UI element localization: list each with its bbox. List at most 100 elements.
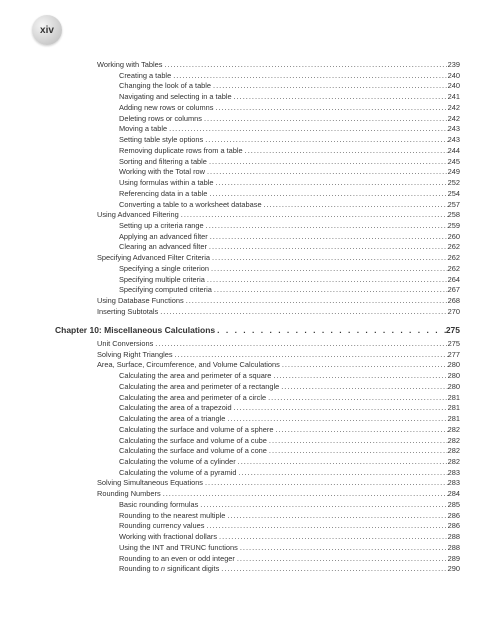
toc-entry: Moving a table243 [75, 124, 460, 135]
toc-entry-label: Deleting rows or columns [119, 114, 202, 125]
toc-entry-label: Working with Tables [97, 60, 162, 71]
toc-entry-label: Calculating the area of a trapezoid [119, 403, 232, 414]
toc-entry-label: Changing the look of a table [119, 81, 211, 92]
toc-dot-leader [232, 92, 448, 103]
toc-chapter-heading: Chapter 10: Miscellaneous Calculations27… [55, 324, 460, 336]
toc-dot-leader [203, 478, 448, 489]
toc-entry-label: Using Advanced Filtering [97, 210, 179, 221]
toc-entry-page: 283 [448, 478, 460, 489]
toc-entry-label: Calculating the area and perimeter of a … [119, 393, 266, 404]
toc-dot-leader [213, 103, 447, 114]
toc-entry-label: Rounding to an even or odd integer [119, 554, 235, 565]
toc-dot-leader [203, 135, 447, 146]
toc-entry-page: 262 [448, 253, 460, 264]
toc-dot-leader [235, 554, 448, 565]
toc-entry-label: Converting a table to a worksheet databa… [119, 200, 262, 211]
toc-entry-page: 245 [448, 157, 460, 168]
toc-entry-page: 252 [448, 178, 460, 189]
toc-dot-leader [262, 200, 448, 211]
toc-entry-label: Specifying Advanced Filter Criteria [97, 253, 210, 264]
toc-dot-leader [271, 371, 447, 382]
toc-entry-page: 257 [448, 200, 460, 211]
toc-entry-label: Calculating the surface and volume of a … [119, 436, 267, 447]
toc-entry-page: 281 [448, 403, 460, 414]
toc-dot-leader [208, 232, 448, 243]
toc-dot-leader [212, 285, 448, 296]
toc-entry-page: 242 [448, 103, 460, 114]
toc-dot-leader [205, 275, 448, 286]
toc-entry: Calculating the volume of a pyramid283 [75, 468, 460, 479]
toc-entry-label: Applying an advanced filter [119, 232, 208, 243]
toc-entry-label: Calculating the surface and volume of a … [119, 425, 273, 436]
toc-entry: Rounding to the nearest multiple 286 [75, 511, 460, 522]
toc-entry-label: Referencing data in a table [119, 189, 207, 200]
toc-entry: Setting table style options243 [75, 135, 460, 146]
toc-entry-label: Rounding to n significant digits [119, 564, 219, 575]
toc-entry-page: 284 [448, 489, 460, 500]
toc-entry-label: Area, Surface, Circumference, and Volume… [97, 360, 280, 371]
toc-entry-page: 286 [448, 511, 460, 522]
toc-entry: Rounding currency values286 [75, 521, 460, 532]
toc-entry-page: 275 [446, 324, 460, 336]
toc-entry-label: Using Database Functions [97, 296, 184, 307]
toc-dot-leader [161, 489, 448, 500]
toc-dot-leader [171, 71, 447, 82]
toc-entry-page: 282 [448, 457, 460, 468]
toc-entry: Working with Tables239 [75, 60, 460, 71]
toc-entry-page: 260 [448, 232, 460, 243]
toc-dot-leader [209, 264, 448, 275]
page-number: xiv [40, 25, 54, 36]
toc-entry: Basic rounding formulas 285 [75, 500, 460, 511]
toc-entry-label: Calculating the area of a triangle [119, 414, 225, 425]
toc-entry: Inserting Subtotals270 [75, 307, 460, 318]
table-of-contents: Working with Tables239Creating a table24… [75, 60, 460, 575]
toc-entry-page: 259 [448, 221, 460, 232]
toc-dot-leader [162, 60, 447, 71]
toc-dot-leader [198, 500, 447, 511]
toc-entry-label: Rounding currency values [119, 521, 204, 532]
toc-entry: Specifying a single criterion262 [75, 264, 460, 275]
toc-entry-label: Solving Simultaneous Equations [97, 478, 203, 489]
toc-entry-label: Unit Conversions [97, 339, 153, 350]
toc-entry: Adding new rows or columns242 [75, 103, 460, 114]
toc-entry: Converting a table to a worksheet databa… [75, 200, 460, 211]
toc-entry-page: 285 [448, 500, 460, 511]
toc-entry-page: 282 [448, 446, 460, 457]
toc-entry: Calculating the surface and volume of a … [75, 436, 460, 447]
toc-entry: Navigating and selecting in a table241 [75, 92, 460, 103]
toc-dot-leader [280, 360, 448, 371]
toc-entry: Clearing an advanced filter262 [75, 242, 460, 253]
toc-entry: Specifying computed criteria267 [75, 285, 460, 296]
toc-entry: Setting up a criteria range259 [75, 221, 460, 232]
toc-entry-label: Basic rounding formulas [119, 500, 198, 511]
toc-entry-label: Calculating the surface and volume of a … [119, 446, 267, 457]
toc-dot-leader [267, 446, 448, 457]
toc-dot-leader [173, 350, 448, 361]
toc-entry-label: Sorting and filtering a table [119, 157, 207, 168]
toc-entry-label: Using the INT and TRUNC functions [119, 543, 238, 554]
toc-dot-leader [232, 403, 448, 414]
toc-dot-leader [215, 324, 446, 336]
toc-entry: Working with fractional dollars288 [75, 532, 460, 543]
toc-entry: Area, Surface, Circumference, and Volume… [75, 360, 460, 371]
toc-entry: Creating a table240 [75, 71, 460, 82]
toc-entry-page: 249 [448, 167, 460, 178]
toc-dot-leader [238, 543, 448, 554]
toc-entry-label: Setting table style options [119, 135, 203, 146]
toc-entry-page: 282 [448, 425, 460, 436]
toc-entry-label: Working with the Total row [119, 167, 205, 178]
toc-entry: Calculating the surface and volume of a … [75, 425, 460, 436]
toc-dot-leader [207, 157, 448, 168]
toc-entry-page: 275 [448, 339, 460, 350]
toc-dot-leader [153, 339, 447, 350]
toc-dot-leader [207, 189, 447, 200]
toc-entry-page: 270 [448, 307, 460, 318]
toc-entry-label: Rounding to the nearest multiple [119, 511, 225, 522]
toc-entry-label: Specifying a single criterion [119, 264, 209, 275]
toc-entry-page: 241 [448, 92, 460, 103]
toc-entry: Rounding to an even or odd integer289 [75, 554, 460, 565]
toc-entry: Using the INT and TRUNC functions288 [75, 543, 460, 554]
toc-dot-leader [266, 393, 448, 404]
toc-entry: Applying an advanced filter 260 [75, 232, 460, 243]
toc-dot-leader [279, 382, 447, 393]
